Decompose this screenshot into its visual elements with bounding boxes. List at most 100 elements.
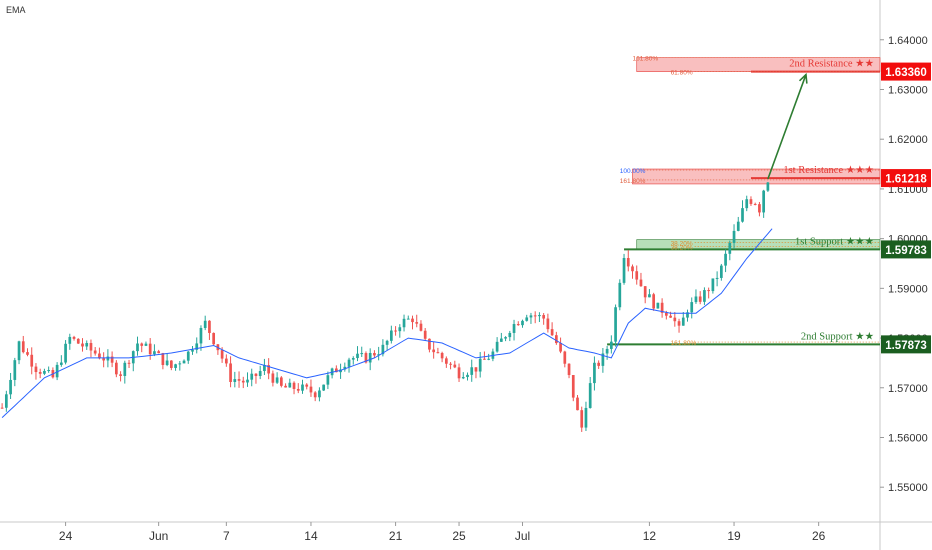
- candle-body: [237, 379, 241, 381]
- candle-body: [703, 290, 706, 302]
- ema-line: [1, 228, 773, 418]
- candle-body: [609, 341, 613, 349]
- fib-label: 161.80%: [633, 56, 659, 63]
- candle-body: [169, 360, 173, 368]
- y-tick-label: 1.55000: [888, 482, 928, 494]
- fib-label: 61.80%: [671, 70, 693, 77]
- candle-body: [728, 242, 732, 254]
- candle-body: [618, 282, 622, 308]
- candle-body: [178, 363, 182, 365]
- candle-body: [284, 385, 287, 388]
- candle-body: [360, 353, 364, 355]
- candle-body: [762, 190, 766, 213]
- candle-body: [76, 338, 80, 344]
- candle-body: [576, 397, 579, 411]
- y-tick-label: 1.62000: [888, 134, 928, 146]
- candle-body: [377, 354, 381, 356]
- candle-body: [212, 332, 216, 345]
- candle-body: [499, 338, 503, 342]
- candle-body: [106, 356, 110, 361]
- fib-label: 38.20%: [671, 241, 693, 248]
- candle-body: [741, 208, 744, 222]
- candle-body: [347, 359, 351, 367]
- candle-body: [580, 410, 584, 428]
- candle-body: [453, 364, 457, 368]
- candle-body: [601, 353, 605, 366]
- candle-body: [186, 351, 190, 361]
- candle-body: [444, 358, 448, 364]
- candle-body: [119, 374, 122, 376]
- candle-body: [72, 336, 76, 339]
- candle-body: [724, 253, 727, 266]
- candle-body: [681, 317, 685, 326]
- candle-body: [174, 364, 177, 368]
- candle-body: [635, 271, 639, 280]
- candle-body: [715, 277, 719, 279]
- candle-body: [250, 373, 254, 380]
- candle-body: [516, 324, 520, 326]
- target-arrow: [767, 74, 807, 180]
- candle-body: [17, 341, 21, 361]
- candle-body: [199, 327, 203, 344]
- candle-body: [745, 199, 749, 209]
- y-tick-label: 1.64000: [888, 35, 928, 47]
- candle-body: [309, 386, 313, 393]
- candle-body: [538, 315, 541, 317]
- candle-body: [711, 278, 715, 292]
- candle-body: [673, 317, 677, 322]
- price-badge: [881, 62, 931, 81]
- candle-body: [686, 312, 689, 318]
- candle-body: [182, 360, 186, 364]
- price-badge: [881, 169, 931, 188]
- candle-body: [64, 343, 67, 363]
- candle-body: [123, 362, 127, 376]
- candle-body: [436, 352, 440, 354]
- candle-body: [153, 351, 156, 355]
- candle-body: [157, 351, 161, 354]
- candle-body: [457, 367, 461, 379]
- x-tick-label: 21: [389, 529, 403, 543]
- candle-body: [89, 343, 93, 351]
- candle-body: [690, 302, 694, 313]
- candle-body: [440, 352, 444, 359]
- candle-body: [110, 356, 114, 363]
- candle-body: [59, 362, 63, 365]
- candle-body: [356, 353, 359, 359]
- candle-body: [233, 379, 237, 382]
- candle-body: [529, 315, 533, 318]
- candle-body: [368, 353, 372, 363]
- candle-body: [389, 330, 393, 341]
- candle-body: [512, 324, 516, 333]
- candle-body: [288, 382, 292, 388]
- fib-label: 161.80%: [671, 340, 697, 347]
- candle-body: [203, 320, 207, 328]
- candle-body: [470, 367, 474, 375]
- candle-body: [571, 375, 575, 398]
- candle-body: [373, 353, 376, 356]
- candle-body: [542, 315, 546, 319]
- candle-body: [81, 343, 84, 347]
- price-badge: [881, 335, 931, 354]
- indicator-label: EMA: [6, 5, 26, 15]
- x-tick-label: 25: [452, 529, 466, 543]
- candle-body: [296, 388, 300, 391]
- candle-body: [161, 353, 165, 366]
- candle-body: [656, 302, 660, 309]
- candle-body: [677, 321, 681, 326]
- candle-body: [326, 375, 330, 385]
- candle-body: [719, 265, 723, 278]
- price-badge-label: 1.63360: [885, 67, 927, 79]
- candle-body: [521, 320, 524, 326]
- candle-body: [402, 318, 406, 328]
- x-tick-label: 26: [812, 529, 826, 543]
- candle-body: [597, 362, 601, 366]
- candle-body: [758, 204, 761, 213]
- candle-body: [487, 358, 491, 360]
- candle-body: [567, 363, 571, 376]
- candle-body: [398, 327, 402, 332]
- candle-body: [660, 302, 664, 313]
- candle-body: [504, 337, 507, 339]
- arrow-head: [798, 72, 808, 84]
